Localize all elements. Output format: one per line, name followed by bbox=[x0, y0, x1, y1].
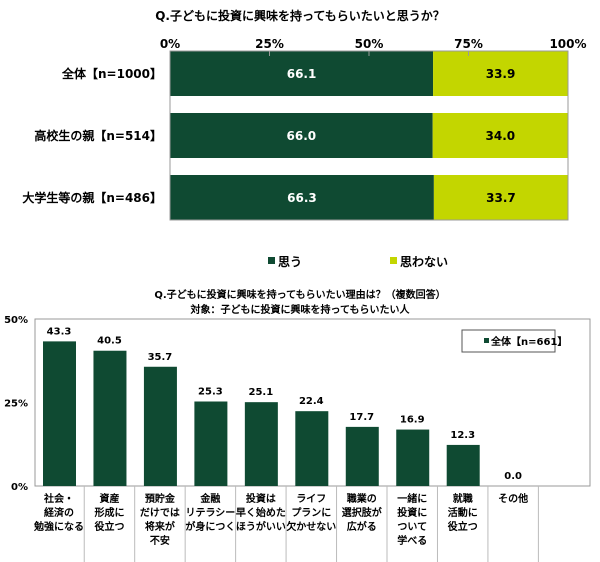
category-label: 将来が bbox=[145, 520, 176, 533]
category-label: 金融 bbox=[199, 492, 220, 505]
data-label: 66.3 bbox=[287, 191, 317, 205]
legend-swatch bbox=[390, 257, 397, 264]
data-label: 16.9 bbox=[400, 415, 425, 426]
category-label: 早く始めた bbox=[236, 506, 286, 519]
x-tick-label: 0% bbox=[160, 37, 180, 51]
category-label: 資産 bbox=[99, 492, 119, 505]
data-label: 43.3 bbox=[47, 326, 72, 337]
data-label: 66.0 bbox=[287, 129, 317, 143]
x-tick-label: 25% bbox=[255, 37, 284, 51]
bar-segment bbox=[170, 51, 434, 96]
data-label: 40.5 bbox=[97, 336, 122, 347]
data-label: 25.3 bbox=[198, 386, 223, 397]
category-label: 形成に bbox=[94, 506, 124, 519]
category-label: 活動に bbox=[448, 506, 478, 519]
chart-title: Q.子どもに投資に興味を持ってもらいたいと思うか？ bbox=[155, 8, 445, 23]
bar bbox=[345, 426, 379, 486]
bar-segment bbox=[433, 175, 568, 220]
data-label: 22.4 bbox=[299, 396, 324, 407]
legend-box bbox=[461, 329, 556, 353]
bar bbox=[244, 402, 278, 486]
category-label: 不安 bbox=[150, 534, 170, 547]
category-label: 役立つ bbox=[94, 520, 124, 533]
chart-subtitle: 対象：子どもに投資に興味を持ってもらいたい人 bbox=[190, 303, 411, 316]
category-label: 就職 bbox=[453, 492, 473, 505]
category-label: 投資は bbox=[246, 492, 276, 505]
x-tick-label: 75% bbox=[454, 37, 483, 51]
data-label: 66.1 bbox=[287, 67, 317, 81]
category-label: 高校生の親【n=514】 bbox=[34, 128, 162, 143]
bar-segment bbox=[433, 51, 568, 96]
category-label: プランに bbox=[291, 506, 331, 519]
x-tick-label: 100% bbox=[549, 37, 586, 51]
y-tick-label: 0% bbox=[11, 482, 28, 493]
category-label: 大学生等の親【n=486】 bbox=[22, 190, 162, 205]
bar-segment bbox=[432, 113, 568, 158]
category-label: 広がる bbox=[347, 520, 377, 533]
category-label: ついて bbox=[397, 521, 427, 533]
bar bbox=[396, 429, 430, 486]
y-tick-label: 50% bbox=[4, 315, 28, 326]
legend-label: 思わない bbox=[400, 255, 448, 269]
legend-swatch bbox=[484, 338, 489, 343]
category-label: が身につく bbox=[185, 520, 235, 533]
bar-segment bbox=[170, 113, 433, 158]
category-label: 欠かせない bbox=[286, 520, 336, 533]
bar bbox=[143, 366, 177, 486]
category-label: ライフ bbox=[296, 493, 326, 505]
data-label: 0.0 bbox=[504, 471, 522, 482]
category-label: 職業の bbox=[347, 492, 377, 505]
bar bbox=[446, 444, 480, 486]
category-label: 経済の bbox=[44, 506, 74, 519]
data-label: 12.3 bbox=[450, 430, 475, 441]
chart-title: Q.子どもに投資に興味を持ってもらいたい理由は？（複数回答） bbox=[154, 288, 445, 301]
category-label: 一緒に bbox=[397, 492, 427, 505]
data-label: 34.0 bbox=[486, 129, 516, 143]
category-label: だけでは bbox=[140, 507, 180, 519]
category-label: 預貯金 bbox=[145, 492, 176, 505]
category-label: 社会・ bbox=[43, 492, 74, 505]
category-label: ほうがいい bbox=[236, 520, 286, 533]
data-label: 35.7 bbox=[148, 352, 173, 363]
x-tick-label: 50% bbox=[355, 37, 384, 51]
legend-swatch bbox=[268, 257, 275, 264]
data-label: 17.7 bbox=[349, 412, 374, 423]
category-label: 選択肢が bbox=[342, 506, 383, 519]
bar bbox=[93, 350, 127, 486]
category-label: 勉強になる bbox=[33, 520, 84, 533]
category-label: リテラシー bbox=[185, 507, 235, 519]
bar-segment bbox=[170, 175, 434, 220]
legend-label: 思う bbox=[278, 255, 302, 269]
data-label: 25.1 bbox=[249, 387, 274, 398]
category-label: その他 bbox=[498, 492, 528, 505]
data-label: 33.7 bbox=[486, 191, 516, 205]
category-label: 全体【n=1000】 bbox=[61, 66, 162, 81]
category-label: 学べる bbox=[397, 534, 427, 547]
legend-label: 全体【n=661】 bbox=[490, 335, 567, 348]
data-label: 33.9 bbox=[486, 67, 516, 81]
bar bbox=[43, 341, 76, 486]
category-label: 投資に bbox=[397, 506, 427, 519]
bar bbox=[194, 401, 228, 486]
bar bbox=[295, 411, 329, 486]
category-label: 役立つ bbox=[448, 520, 478, 533]
y-tick-label: 25% bbox=[4, 399, 28, 410]
